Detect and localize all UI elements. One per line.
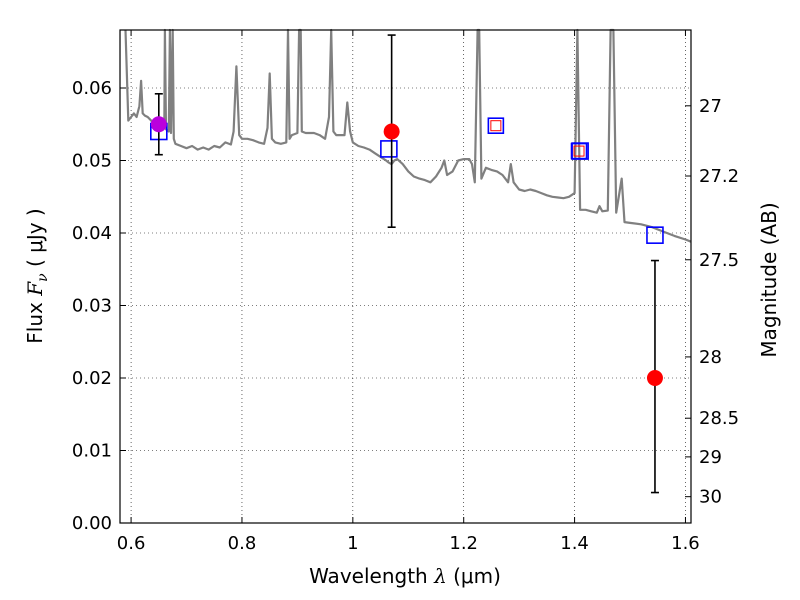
x-tick-label: 0.6 xyxy=(117,533,146,554)
photometry-markers xyxy=(150,34,664,494)
right-tick-label: 29 xyxy=(699,447,722,468)
x-axis-label-symbol: λ xyxy=(433,564,447,588)
y-tick-label: 0.01 xyxy=(72,441,112,462)
limit-photometry-point xyxy=(487,117,505,134)
x-tick-label: 1 xyxy=(347,533,358,554)
y-tick-label: 0.00 xyxy=(72,513,112,534)
limit-photometry-inner xyxy=(573,145,585,157)
right-tick-label: 28.5 xyxy=(699,408,739,429)
limit-photometry-inner xyxy=(490,120,502,132)
model-photometry-point xyxy=(646,226,664,244)
x-tick-label: 0.8 xyxy=(228,533,257,554)
observed-photometry-point xyxy=(383,123,400,140)
x-axis-label-prefix: Wavelength xyxy=(309,564,434,588)
model-spectrum xyxy=(124,28,692,243)
y-tick-label: 0.03 xyxy=(72,296,112,317)
plot-area xyxy=(120,30,691,523)
right-tick-label: 27 xyxy=(699,96,722,117)
x-axis-ticks: 0.6 0.8 1 1.2 1.4 1.6 xyxy=(117,30,700,554)
right-axis-label: Magnitude (AB) xyxy=(757,202,781,357)
x-tick-label: 1.6 xyxy=(671,533,700,554)
y-tick-label: 0.04 xyxy=(72,223,112,244)
y-tick-label: 0.05 xyxy=(72,151,112,172)
observed-photometry-point xyxy=(646,370,663,386)
x-tick-label: 1.4 xyxy=(560,533,589,554)
spectrum-line xyxy=(124,28,692,243)
y-axis-label-subscript: ν xyxy=(35,273,51,282)
y-axis-ticks: 0.00 0.01 0.02 0.03 0.04 0.05 0.06 xyxy=(72,78,126,534)
observed-photometry-point xyxy=(150,116,167,133)
right-tick-label: 30 xyxy=(699,487,722,508)
y-tick-label: 0.02 xyxy=(72,368,112,389)
x-tick-label: 1.2 xyxy=(449,533,478,554)
right-axis-ticks: 27 27.2 27.5 28 28.5 29 30 xyxy=(685,96,739,508)
right-tick-label: 27.5 xyxy=(699,250,739,271)
plot-frame xyxy=(119,29,692,524)
x-axis-label-unit: (μm) xyxy=(447,564,501,588)
right-tick-label: 28 xyxy=(699,347,722,368)
y-axis-label-symbol: F xyxy=(23,281,47,297)
model-photometry-point xyxy=(380,140,398,158)
y-axis-label-prefix: Flux xyxy=(23,296,47,344)
right-tick-label: 27.2 xyxy=(699,166,739,187)
y-tick-label: 0.06 xyxy=(72,78,112,99)
x-axis-label: Wavelength λ (μm) xyxy=(309,564,501,588)
y-axis-label-unit: ( μJy ) xyxy=(23,208,47,273)
limit-photometry-point xyxy=(570,142,588,160)
y-axis-label: Flux Fν ( μJy ) xyxy=(23,208,51,343)
